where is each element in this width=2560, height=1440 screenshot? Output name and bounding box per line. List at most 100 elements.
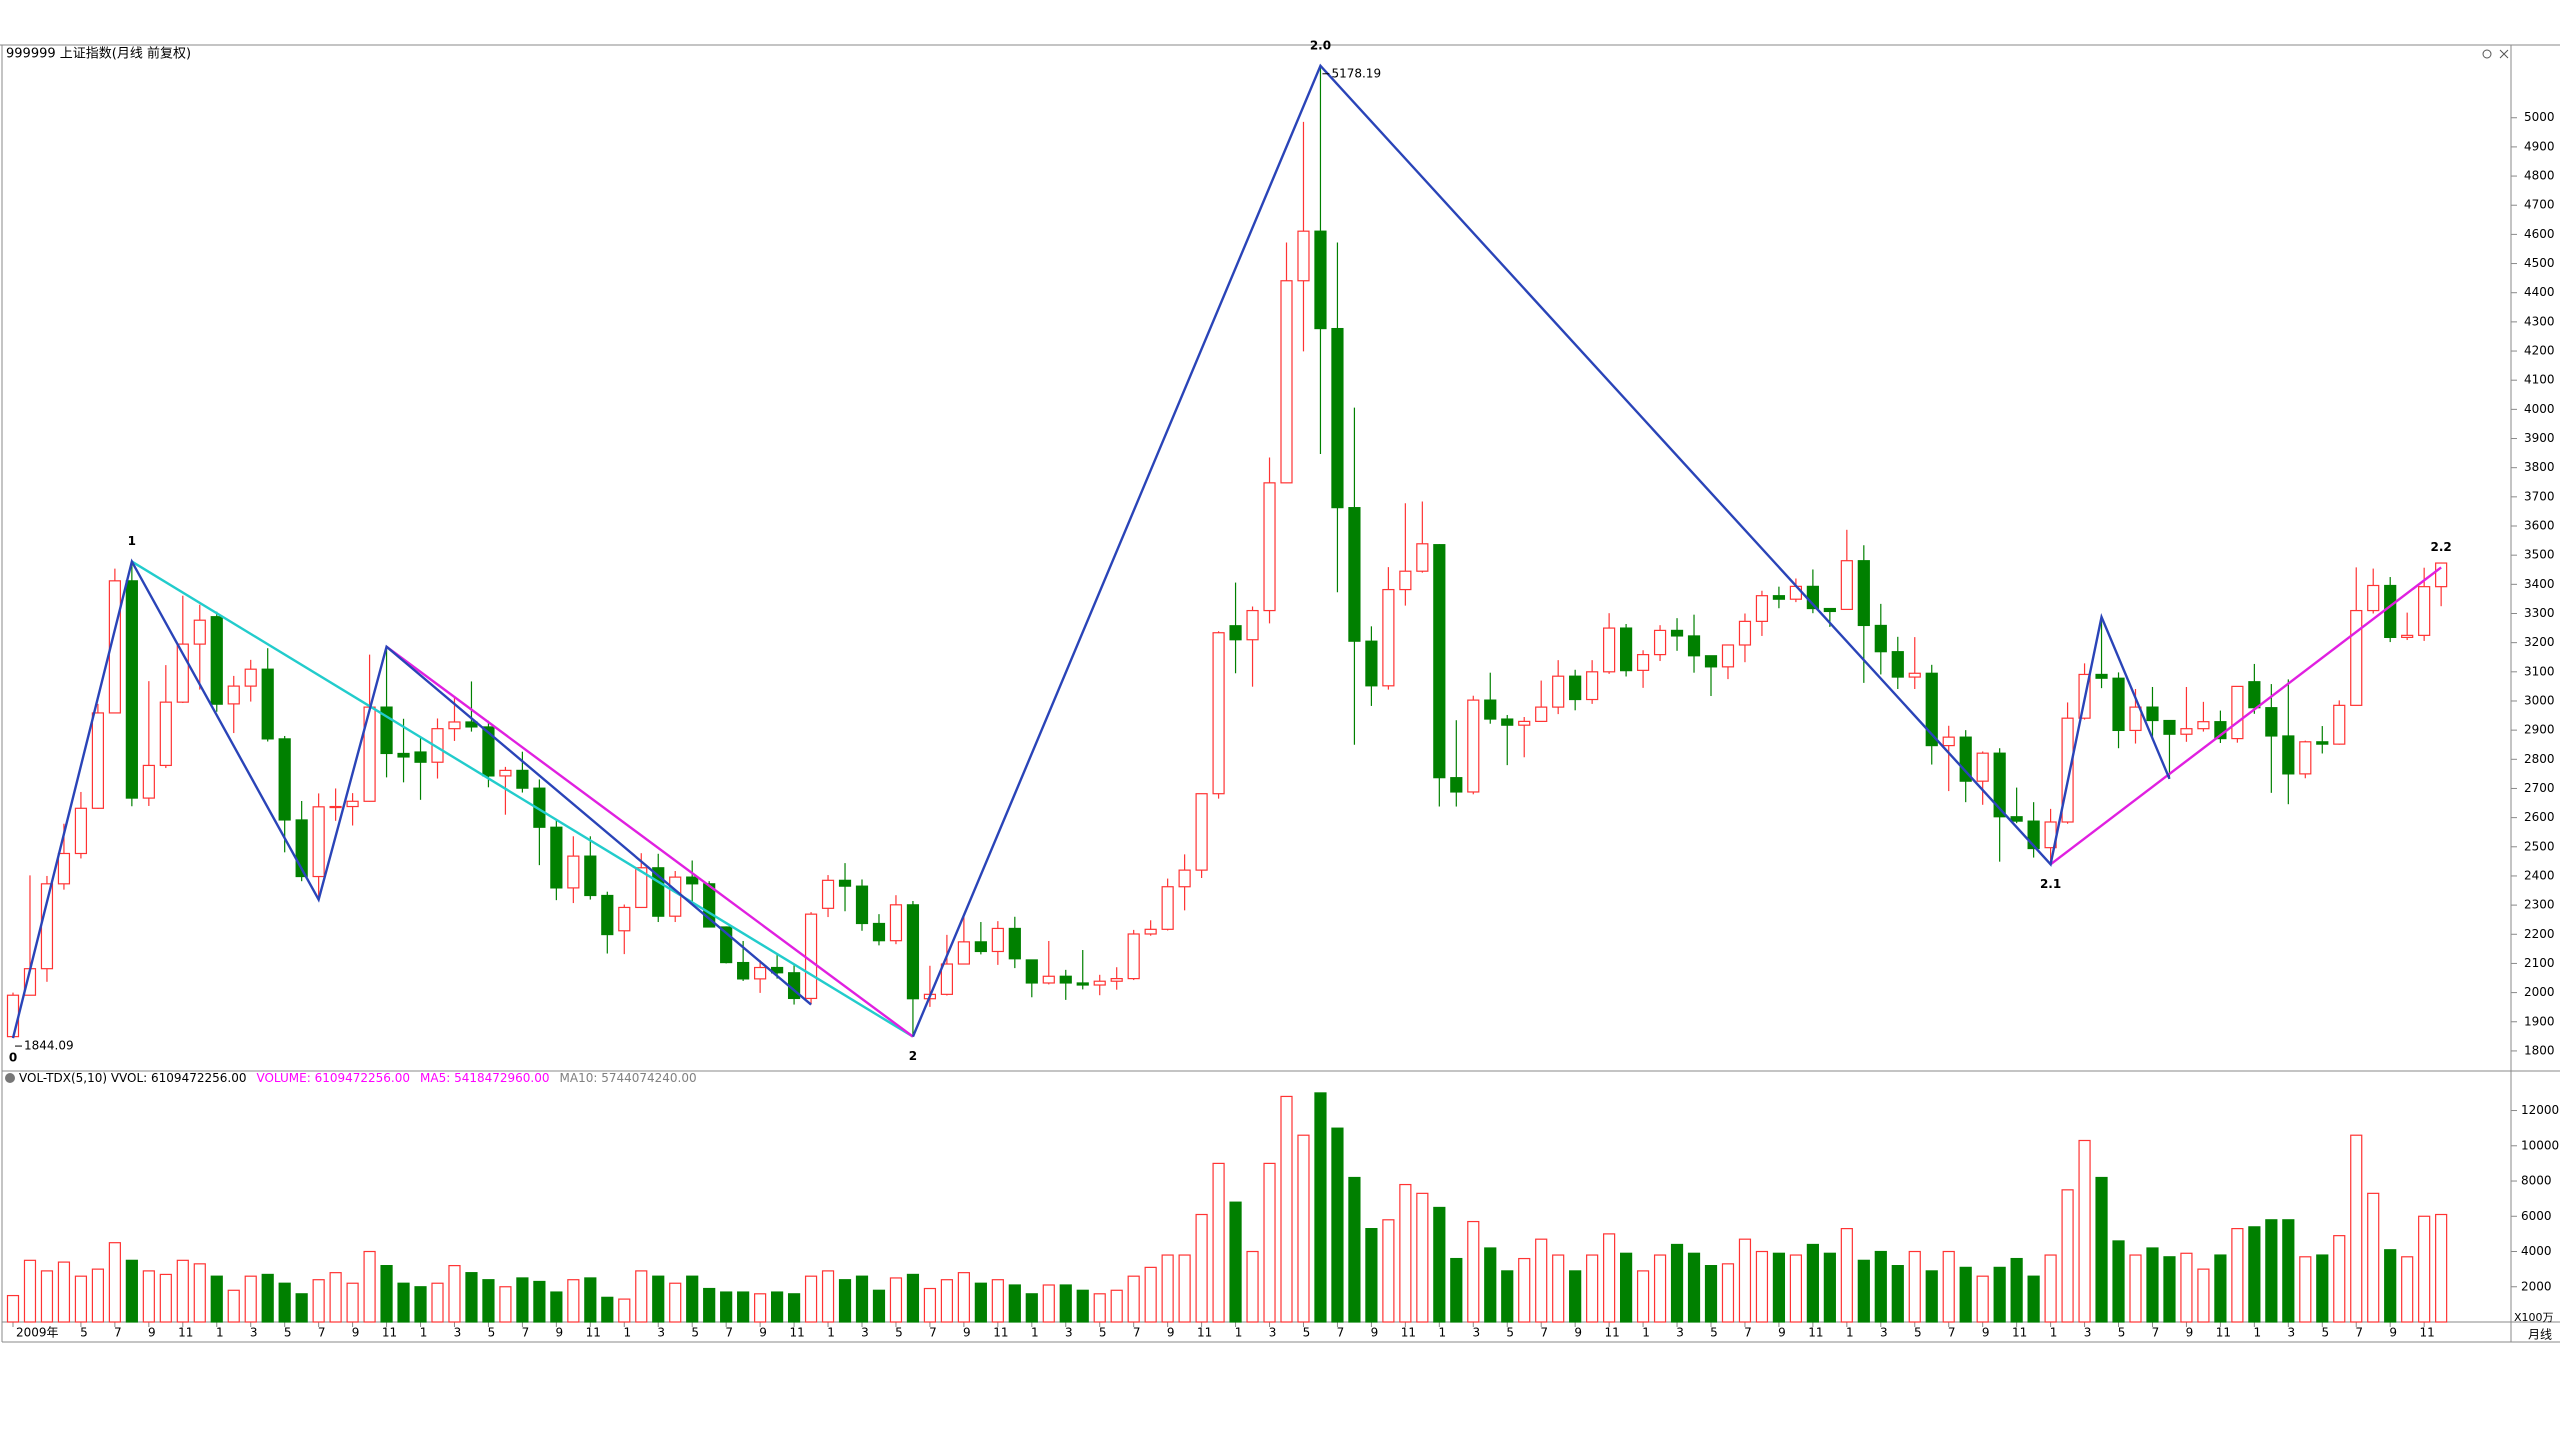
volume-bar: [533, 1280, 546, 1323]
volume-bar: [40, 1270, 54, 1323]
y-tick-label: 4400: [2524, 285, 2555, 299]
volume-bar: [2401, 1256, 2414, 1323]
volume-bar: [2333, 1235, 2346, 1323]
candle-body: [1603, 627, 1616, 673]
candle-body: [1297, 230, 1310, 282]
candle-body: [1687, 635, 1701, 657]
candle-body: [1535, 706, 1548, 722]
volume-bar: [227, 1289, 240, 1323]
candle-body: [2129, 706, 2142, 732]
legend-entry: MA10: 5744074240.00: [560, 1071, 697, 1085]
x-tick-label: 1: [216, 1326, 224, 1340]
candle-body: [2027, 820, 2040, 850]
volume-bar: [1195, 1213, 1208, 1323]
candle-body: [974, 941, 987, 953]
candle-body: [584, 855, 597, 897]
wave-label: 1: [128, 534, 136, 548]
candle-body: [2010, 816, 2023, 822]
candle-body: [2197, 721, 2210, 730]
volume-bar: [1161, 1254, 1174, 1323]
volume-bar: [974, 1282, 987, 1323]
candle-body: [754, 966, 767, 980]
y-tick-label: 6000: [2521, 1209, 2552, 1223]
candle-body: [2350, 609, 2363, 706]
x-tick-label: 11: [1808, 1326, 1823, 1340]
x-tick-label: 3: [2084, 1326, 2092, 1340]
candle-body: [2146, 706, 2159, 722]
volume-bar: [1755, 1250, 1769, 1323]
x-tick-label: 11: [382, 1326, 397, 1340]
wave-label: 2.0: [1310, 38, 1331, 52]
x-tick-label: 7: [114, 1326, 122, 1340]
candle-body: [1025, 959, 1038, 984]
volume-bar: [1670, 1243, 1684, 1323]
volume-bar: [1721, 1263, 1735, 1323]
volume-icon[interactable]: [5, 1073, 15, 1083]
volume-bar: [397, 1282, 410, 1323]
y-tick-label: 2500: [2524, 839, 2555, 853]
extreme-label: 5178.19: [1331, 66, 1381, 80]
volume-bar: [1704, 1265, 1718, 1323]
candle-body: [159, 701, 172, 767]
x-tick-label: 1: [1438, 1326, 1446, 1340]
x-tick-label: 9: [148, 1326, 156, 1340]
y-tick-label: 2700: [2524, 781, 2555, 795]
volume-bar: [1603, 1233, 1616, 1323]
volume-bar: [2350, 1134, 2363, 1323]
y-tick-label: 2900: [2524, 723, 2555, 737]
candle-body: [2299, 741, 2312, 775]
icon-diamond[interactable]: [2482, 49, 2492, 59]
candle-body: [193, 619, 206, 645]
volume-bar: [652, 1275, 665, 1323]
candle-body: [1076, 982, 1089, 986]
volume-bar: [210, 1275, 223, 1323]
x-tick-label: 5: [1914, 1326, 1922, 1340]
candle-body: [635, 867, 648, 909]
candle-body: [1738, 620, 1752, 646]
volume-bar: [295, 1293, 308, 1323]
x-tick-label: 11: [789, 1326, 804, 1340]
candle-body: [1755, 595, 1769, 622]
volume-bar: [23, 1259, 37, 1323]
y-tick-label: 4600: [2524, 227, 2555, 241]
y-tick-label: 4000: [2524, 402, 2555, 416]
volume-bar: [499, 1286, 512, 1323]
volume-bar: [1942, 1250, 1955, 1323]
candle-body: [346, 800, 359, 808]
wave-label: 0: [9, 1051, 17, 1065]
candle-body: [1653, 629, 1667, 656]
candle-body: [1382, 588, 1395, 687]
volume-bar: [601, 1296, 614, 1323]
candle-body: [2418, 586, 2431, 636]
x-tick-label: 5: [80, 1326, 88, 1340]
volume-bar: [1059, 1284, 1072, 1323]
x-tick-label: 9: [1778, 1326, 1786, 1340]
x-tick-label: 3: [1065, 1326, 1073, 1340]
volume-bar: [1399, 1183, 1412, 1323]
candle-body: [516, 769, 529, 789]
x-tick-label: 9: [759, 1326, 767, 1340]
volume-bar: [74, 1275, 88, 1323]
icon-close[interactable]: [2499, 49, 2509, 59]
x-tick-label: 1: [1846, 1326, 1854, 1340]
wave-line: [911, 63, 2171, 1038]
candle-body: [686, 876, 699, 885]
x-tick-label: 1: [1031, 1326, 1039, 1340]
volume-bar: [2248, 1226, 2261, 1323]
volume-bar: [1501, 1270, 1514, 1323]
wave-label: 2: [909, 1049, 917, 1063]
y-tick-label: 4900: [2524, 139, 2555, 153]
candle-body: [74, 807, 88, 855]
y-tick-label: 3800: [2524, 460, 2555, 474]
volume-legend: VOL-TDX(5,10) VVOL: 6109472256.00 VOLUME:…: [19, 1071, 697, 1085]
x-tick-label: 7: [929, 1326, 937, 1340]
candle-body: [1772, 595, 1786, 600]
volume-bar: [1993, 1266, 2006, 1323]
volume-bar: [1076, 1289, 1089, 1323]
candle-body: [227, 685, 240, 705]
candle-body: [397, 752, 410, 758]
candle-body: [448, 721, 461, 730]
volume-bar: [6, 1294, 20, 1323]
wave-line: [11, 558, 812, 1039]
